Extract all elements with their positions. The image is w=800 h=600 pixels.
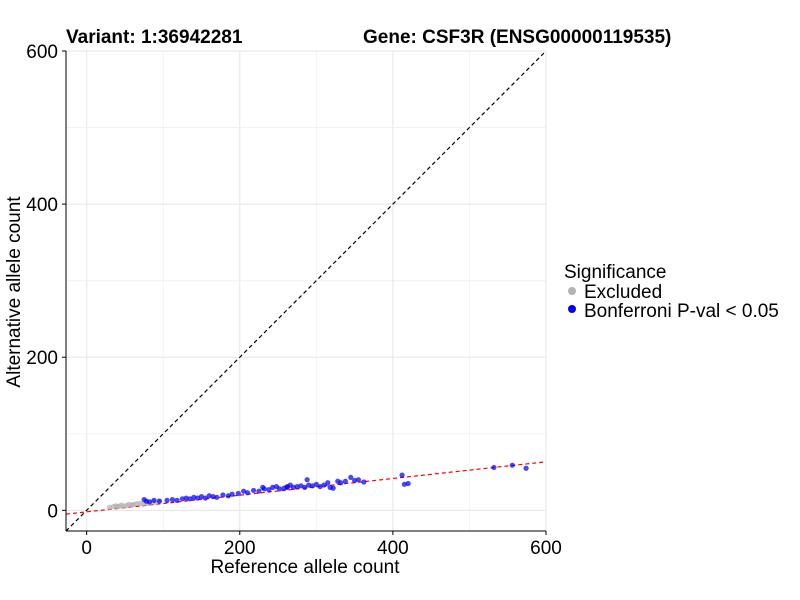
- point-excluded: [114, 503, 120, 510]
- point-significant: [235, 490, 241, 497]
- point-significant: [214, 494, 220, 500]
- legend-label-significant: Bonferroni P-val < 0.05: [584, 301, 779, 322]
- legend-title: Significance: [564, 262, 666, 283]
- x-axis-title: Reference allele count: [210, 557, 400, 578]
- x-tick-label: 200: [224, 538, 256, 559]
- point-significant: [405, 480, 411, 487]
- data-points: [107, 462, 529, 510]
- point-significant: [169, 497, 176, 503]
- point-significant: [302, 484, 308, 490]
- point-significant: [156, 498, 162, 504]
- chart-title-variant: Variant: 1:36942281: [66, 27, 243, 48]
- point-significant: [164, 497, 170, 503]
- x-tick-label: 600: [530, 538, 562, 559]
- x-tick-label: 400: [377, 538, 409, 559]
- point-significant: [361, 479, 367, 485]
- point-significant: [244, 490, 251, 496]
- point-significant: [338, 480, 344, 486]
- point-significant: [321, 482, 327, 488]
- point-significant: [202, 495, 208, 501]
- y-tick-label: 0: [47, 501, 58, 522]
- point-significant: [220, 492, 226, 498]
- axes: 0 200 400 600 0 200 400 600: [26, 42, 562, 559]
- point-significant: [348, 474, 354, 481]
- point-significant: [523, 465, 529, 471]
- y-tick-label: 600: [26, 42, 58, 63]
- point-significant: [355, 477, 362, 483]
- point-significant: [266, 487, 272, 493]
- point-significant: [284, 484, 290, 490]
- point-significant: [276, 486, 283, 492]
- point-significant: [260, 484, 266, 490]
- y-axis-title: Alternative allele count: [4, 196, 25, 388]
- point-significant: [250, 487, 257, 494]
- point-significant: [399, 472, 405, 478]
- y-tick-label: 400: [26, 195, 58, 216]
- point-significant: [146, 499, 153, 505]
- point-significant: [491, 464, 497, 471]
- identity-line: [66, 51, 546, 531]
- legend-marker-significant: [568, 305, 576, 313]
- chart-title-gene: Gene: CSF3R (ENSG00000119535): [363, 27, 671, 48]
- point-significant: [174, 497, 180, 503]
- legend-marker-excluded: [568, 287, 576, 295]
- grid: [66, 50, 547, 531]
- reference-lines: [66, 51, 546, 531]
- legend: Significance Excluded Bonferroni P-val <…: [564, 262, 779, 322]
- point-significant: [509, 462, 515, 468]
- point-significant: [304, 477, 310, 483]
- legend-label-excluded: Excluded: [584, 282, 662, 303]
- point-significant: [342, 478, 349, 484]
- point-significant: [151, 497, 157, 503]
- point-excluded: [130, 502, 136, 508]
- point-significant: [256, 488, 262, 494]
- point-significant: [325, 480, 331, 486]
- y-tick-label: 200: [26, 348, 58, 369]
- x-tick-label: 0: [81, 538, 92, 559]
- point-significant: [229, 491, 235, 497]
- point-significant: [313, 481, 319, 487]
- point-significant: [330, 485, 336, 491]
